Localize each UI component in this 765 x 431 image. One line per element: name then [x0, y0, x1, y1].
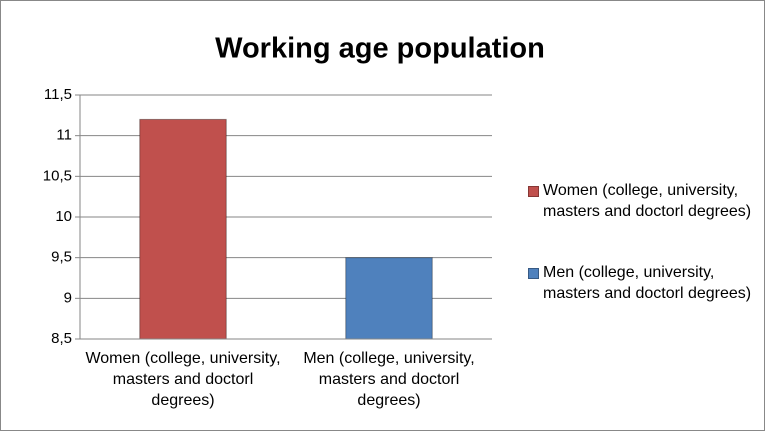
chart-title: Working age population: [215, 33, 545, 65]
y-tick-label: 11: [56, 127, 72, 144]
legend-label: Men (college, university, masters and do…: [543, 264, 752, 302]
bar: [345, 257, 433, 340]
legend-label: Women (college, university, masters and …: [543, 182, 752, 220]
x-tick-label: Men (college, university, masters and do…: [303, 350, 475, 409]
bar: [139, 118, 227, 340]
legend-swatch: [528, 186, 539, 197]
y-tick-label: 9,5: [51, 249, 72, 266]
legend-swatch: [528, 268, 539, 279]
y-tick-label: 9: [64, 289, 72, 306]
y-tick-label: 8,5: [51, 330, 72, 347]
y-tick-label: 11,5: [44, 86, 72, 103]
x-tick-label: Women (college, university, masters and …: [85, 350, 281, 409]
y-tick-label: 10,5: [43, 167, 72, 184]
y-tick-label: 10: [55, 208, 72, 225]
